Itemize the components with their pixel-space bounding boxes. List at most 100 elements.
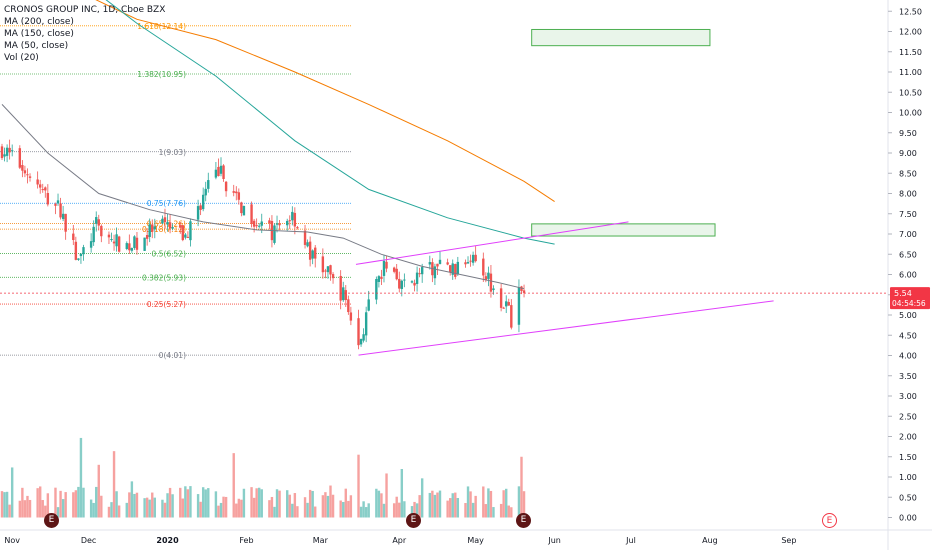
candle-body	[5, 147, 9, 156]
candle-body	[326, 266, 330, 273]
candle-body	[64, 213, 67, 232]
candle-body	[420, 267, 424, 275]
fib-level-label: 0.5(6.52)	[152, 249, 187, 258]
price-tick-label: 5.00	[899, 311, 917, 320]
volume-bar	[306, 502, 309, 518]
candle-body	[339, 275, 342, 301]
earnings-badge[interactable]: E	[44, 513, 59, 528]
candle-body	[222, 165, 225, 180]
fib-level-label: 0.75(7.76)	[147, 199, 186, 208]
volume-bar	[74, 490, 78, 518]
candle-body	[115, 234, 118, 247]
volume-bar	[367, 503, 370, 518]
candle-body	[303, 230, 307, 245]
candle-body	[110, 239, 113, 241]
fib-level-label: 1.382(10.95)	[137, 70, 186, 79]
legend-ma150[interactable]: MA (150, close)	[4, 29, 74, 39]
candle-body	[456, 261, 460, 275]
volume-bar	[275, 489, 279, 518]
volume-bar	[235, 503, 238, 518]
volume-bar	[469, 491, 472, 518]
candle-body	[89, 241, 93, 248]
volume-bar	[148, 499, 151, 518]
candle-body	[367, 299, 370, 311]
volume-bar	[484, 504, 488, 518]
volume-bar	[380, 493, 383, 518]
candle-body	[61, 213, 65, 220]
price-tick-label: 4.50	[899, 331, 917, 340]
price-tick-label: 0.50	[899, 493, 917, 502]
candle-body	[201, 194, 205, 210]
candle-body	[275, 223, 279, 225]
volume-bar	[433, 494, 437, 518]
candle-body	[342, 287, 345, 301]
candle-body	[311, 250, 314, 259]
volume-bar	[385, 473, 388, 518]
earnings-badge[interactable]: E	[516, 513, 531, 528]
candle-body	[392, 267, 396, 272]
candle-body	[56, 200, 60, 204]
volume-bar	[392, 503, 396, 518]
volume-bar	[255, 488, 258, 518]
volume-bar	[240, 499, 243, 518]
volume-bar	[199, 501, 202, 518]
candle-body	[125, 243, 128, 249]
volume-bar	[410, 506, 414, 518]
volume-bar	[359, 506, 363, 518]
time-tick-label: Apr	[392, 536, 407, 545]
legend-ma200[interactable]: MA (200, close)	[4, 17, 74, 27]
earnings-badge[interactable]: E	[406, 513, 421, 528]
candle-body	[438, 259, 442, 264]
candle-body	[36, 179, 39, 185]
candle-body	[10, 150, 14, 152]
price-tick-label: 7.00	[899, 230, 917, 239]
volume-bar	[507, 505, 510, 518]
price-tick-label: 2.00	[899, 433, 917, 442]
candle-body	[171, 227, 174, 229]
candle-body	[163, 217, 167, 223]
candle-body	[72, 233, 75, 241]
price-tick-label: 9.00	[899, 149, 917, 158]
time-tick-label: 2020	[156, 536, 179, 545]
candle-body	[487, 272, 490, 279]
candle-body	[161, 218, 164, 224]
candle-body	[400, 280, 404, 289]
candle-body	[117, 236, 121, 252]
earnings-badge-upcoming[interactable]: E	[822, 513, 837, 528]
candle-body	[21, 165, 24, 171]
candle-body	[232, 191, 235, 193]
legend-volume[interactable]: Vol (20)	[4, 53, 39, 63]
volume-bar	[97, 464, 100, 518]
candle-body	[184, 234, 187, 238]
candle-body	[499, 288, 503, 308]
candle-body	[331, 274, 335, 279]
volume-bar	[342, 501, 345, 518]
trend-channel-line	[358, 300, 774, 356]
legend-ma50[interactable]: MA (50, close)	[4, 41, 69, 51]
volume-bar	[499, 503, 503, 518]
price-tick-label: 0.00	[899, 514, 917, 523]
candle-body	[357, 318, 360, 346]
volume-bar	[492, 507, 495, 518]
candle-body	[398, 278, 401, 289]
volume-bar	[308, 489, 312, 518]
candle-body	[92, 226, 95, 243]
price-tick-label: 11.50	[899, 48, 922, 57]
symbol-title[interactable]: CRONOS GROUP INC, 1D, Cboe BZX	[4, 5, 166, 15]
candle-body	[385, 261, 388, 269]
candle-body	[291, 211, 294, 221]
volume-bar	[242, 488, 246, 518]
candle-body	[97, 219, 100, 226]
candle-body	[166, 221, 169, 225]
candle-body	[278, 223, 281, 226]
candle-body	[288, 220, 291, 222]
price-tick-label: 9.50	[899, 129, 917, 138]
volume-bar	[204, 489, 207, 518]
volume-bar	[128, 492, 131, 518]
time-tick-label: Feb	[239, 536, 253, 545]
candle-body	[18, 148, 22, 168]
candle-body	[74, 241, 78, 260]
volume-bar	[362, 501, 365, 518]
